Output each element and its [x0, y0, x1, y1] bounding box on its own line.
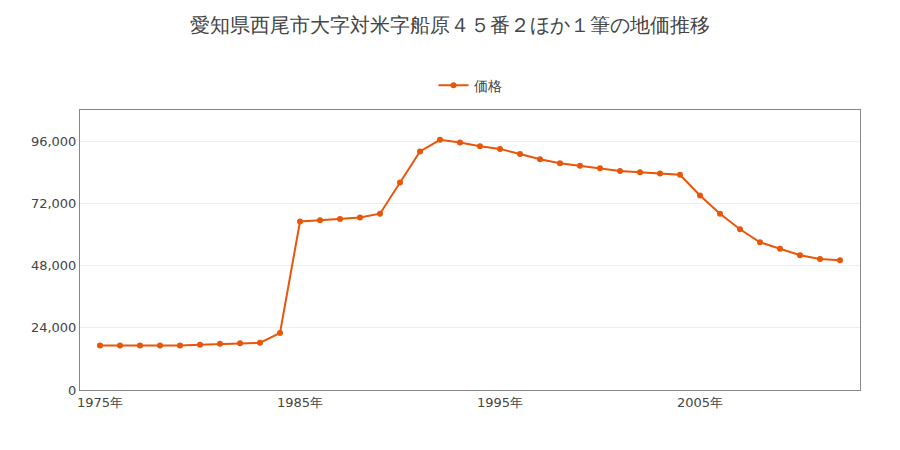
svg-text:2005年: 2005年	[677, 395, 723, 410]
svg-text:48,000: 48,000	[31, 258, 77, 273]
svg-text:0: 0	[68, 383, 76, 398]
svg-text:1985年: 1985年	[277, 395, 323, 410]
svg-text:72,000: 72,000	[31, 196, 77, 211]
svg-text:愛知県西尾市大字対米字船原４５番２ほか１筆の地価推移: 愛知県西尾市大字対米字船原４５番２ほか１筆の地価推移	[190, 13, 710, 37]
svg-text:96,000: 96,000	[31, 134, 77, 149]
svg-text:1995年: 1995年	[477, 395, 523, 410]
svg-text:24,000: 24,000	[31, 320, 77, 335]
svg-text:価格: 価格	[474, 78, 502, 94]
svg-text:1975年: 1975年	[77, 395, 123, 410]
